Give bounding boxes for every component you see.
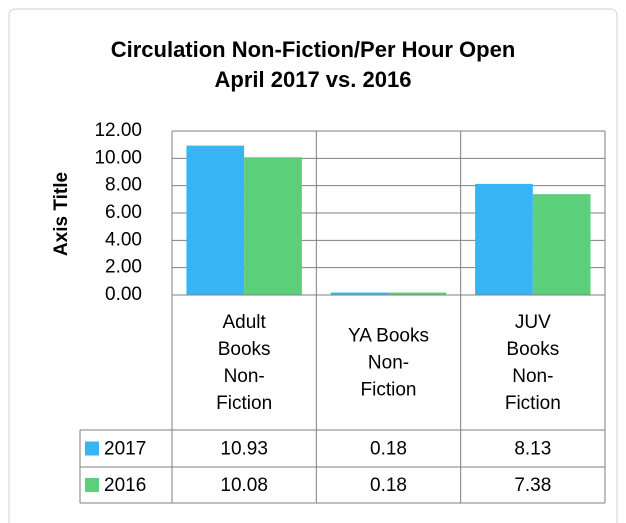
y-tick-label: 0.00 <box>105 284 142 305</box>
bar <box>330 292 389 295</box>
data-table-value: 0.18 <box>370 439 407 460</box>
y-axis-title: Axis Title <box>51 172 72 256</box>
chart-border <box>8 8 618 523</box>
data-table-value: 10.08 <box>220 475 268 496</box>
y-tick-label: 4.00 <box>105 229 142 250</box>
bar <box>186 145 245 295</box>
bar <box>475 183 533 295</box>
legend-swatch <box>85 478 99 492</box>
x-tick-label: YA Books Non-Fiction <box>348 325 429 400</box>
data-table-value: 7.38 <box>514 475 551 496</box>
data-table-value: 8.13 <box>514 439 551 460</box>
x-tick-label: Adult Books Non-Fiction <box>216 311 273 414</box>
legend-label: 2016 <box>104 475 146 496</box>
y-tick-label: 12.00 <box>94 120 142 141</box>
legend-label: 2017 <box>104 439 146 460</box>
data-table-value: 10.93 <box>220 439 268 460</box>
y-tick-label: 2.00 <box>105 257 142 278</box>
bar <box>532 194 591 295</box>
chart-title: April 2017 vs. 2016 <box>215 67 412 92</box>
x-tick-label: JUV Books Non-Fiction <box>504 311 561 414</box>
y-tick-label: 6.00 <box>105 202 142 223</box>
bar <box>244 157 302 295</box>
chart-title: Circulation Non-Fiction/Per Hour Open <box>111 37 516 62</box>
bar <box>388 292 447 295</box>
data-table-value: 0.18 <box>370 475 407 496</box>
y-tick-label: 10.00 <box>94 147 142 168</box>
legend-swatch <box>85 441 99 456</box>
y-tick-label: 8.00 <box>105 175 142 196</box>
